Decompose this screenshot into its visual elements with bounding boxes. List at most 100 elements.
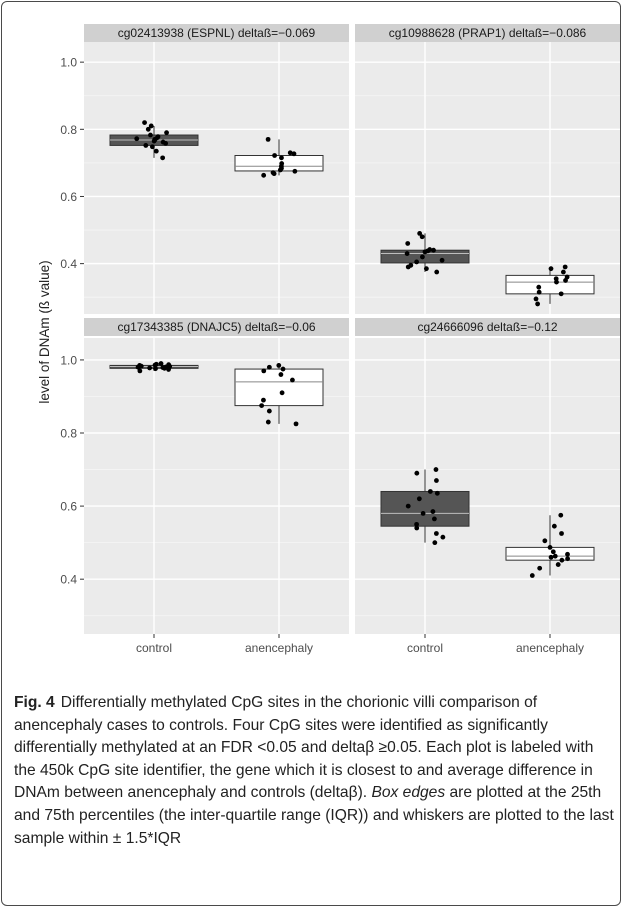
data-point (417, 231, 423, 236)
data-point (559, 531, 564, 536)
data-point (560, 269, 566, 275)
data-point (158, 361, 164, 366)
data-point (535, 301, 541, 307)
data-point (160, 155, 166, 161)
panel-2: cg10988628 (PRAP1) deltaß=−0.086 (355, 24, 620, 314)
data-point (291, 151, 297, 157)
box-anencephaly (505, 512, 595, 578)
data-point (279, 390, 285, 396)
data-point (287, 150, 293, 156)
caption-italic-term: Box edges (371, 784, 446, 802)
y-tick-label: 0.8 (60, 427, 77, 441)
data-point (537, 565, 543, 571)
caption-text-part-2: are plotted at the 25th and 75th percent… (14, 784, 614, 847)
data-point (155, 134, 161, 140)
caption-figure-label: Fig. 4 (14, 694, 55, 711)
data-point (434, 478, 439, 483)
box-control (380, 231, 470, 275)
y-tick-label: 0.8 (60, 123, 77, 137)
data-point (434, 269, 440, 275)
data-point (558, 291, 564, 297)
caption-text-part-1: Differentially methylated CpG sites in t… (14, 694, 594, 802)
data-point (414, 470, 420, 476)
data-point (148, 123, 154, 129)
panel-background (355, 42, 620, 314)
data-point (423, 266, 429, 272)
data-point (142, 120, 147, 125)
figure-caption: Fig. 4 Differentially methylated CpG site… (14, 692, 614, 850)
data-point (565, 551, 570, 557)
panel-strip (84, 24, 349, 42)
data-point (266, 408, 272, 414)
panel-strip (84, 318, 349, 336)
panel-4: cg24666096 deltaß=−0.12 control anencephal… (355, 318, 620, 655)
data-point (558, 512, 564, 518)
data-point (432, 540, 438, 546)
panel-background (355, 338, 620, 634)
data-point (548, 266, 554, 272)
x-tick-label: anencephaly (516, 641, 584, 655)
data-point (559, 557, 565, 563)
panel-title: cg02413938 (ESPNL) deltaß=−0.069 (118, 26, 316, 40)
data-point (420, 254, 425, 260)
panel-3: cg17343385 (DNAJC5) deltaß=−0.06 0.4 0.6 0.… (60, 318, 349, 655)
box-iqr (505, 274, 595, 295)
data-point (434, 490, 440, 496)
box-control (380, 467, 470, 546)
data-point (276, 363, 282, 368)
data-point (536, 284, 542, 290)
box-control (109, 361, 199, 374)
data-point (547, 544, 553, 550)
y-tick-label: 0.6 (60, 190, 77, 204)
panels-layer: cg02413938 (ESPNL) deltaß=−0.069 0.4 0.6 0.… (60, 24, 620, 655)
data-point (405, 503, 411, 509)
data-point (433, 467, 439, 472)
y-tick-label: 1.0 (60, 353, 77, 367)
data-point (564, 274, 570, 280)
data-point (555, 562, 561, 567)
data-point (430, 509, 436, 514)
data-point (278, 372, 284, 377)
data-point (431, 516, 437, 522)
data-point (548, 554, 554, 560)
data-point (433, 531, 439, 536)
data-point (440, 534, 446, 540)
data-point (565, 556, 571, 562)
data-point (419, 234, 425, 240)
data-point (261, 368, 267, 374)
data-point (552, 553, 558, 559)
y-axis-label: level of DNAm (ß value) (37, 260, 52, 403)
data-point (166, 362, 172, 368)
data-point (137, 368, 143, 374)
data-point (265, 136, 271, 142)
data-point (414, 525, 420, 531)
data-point (542, 538, 548, 544)
data-point (160, 139, 166, 145)
box-iqr (380, 490, 470, 527)
data-point (551, 523, 557, 529)
box-anencephaly (505, 264, 595, 307)
data-point (404, 251, 410, 256)
data-point (414, 521, 419, 527)
data-point (259, 403, 265, 409)
data-point (279, 155, 284, 161)
data-point (280, 366, 286, 372)
data-point (261, 397, 266, 403)
data-point (414, 259, 420, 265)
data-point (293, 421, 299, 427)
data-point (290, 377, 295, 383)
panel-1: cg02413938 (ESPNL) deltaß=−0.069 0.4 0.6 0.… (60, 24, 349, 314)
data-point (153, 361, 159, 367)
data-point (266, 364, 272, 370)
data-point (405, 241, 411, 246)
box-anencephaly (234, 136, 324, 178)
data-point (427, 247, 433, 252)
data-point (408, 262, 414, 268)
data-point (529, 573, 535, 578)
data-point (149, 144, 155, 150)
x-tick-label: control (136, 641, 172, 655)
data-point (164, 130, 169, 136)
data-point (153, 366, 158, 372)
data-point (533, 296, 539, 302)
